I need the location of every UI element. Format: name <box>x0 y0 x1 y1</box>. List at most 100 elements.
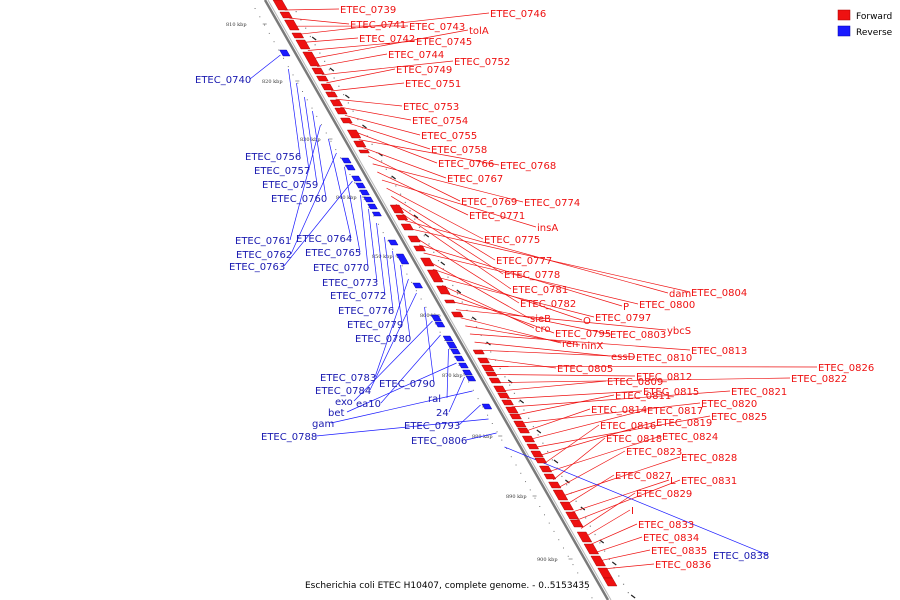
forward-gene-label: ETEC_0805 <box>557 364 613 375</box>
forward-leader-line <box>590 523 638 545</box>
forward-gene-label: ETEC_0741 <box>350 20 406 31</box>
ruler-dot <box>273 41 275 43</box>
reverse-gene-label: exo <box>335 397 353 408</box>
reverse-gene-label: ral <box>428 394 441 405</box>
ruler-dash <box>329 67 335 72</box>
reverse-gene-feature <box>363 196 374 203</box>
ruler-dot <box>433 251 435 253</box>
ruler-dot <box>382 232 384 234</box>
forward-gene-label: ETEC_0795 <box>555 329 611 340</box>
ruler-dot <box>581 580 583 582</box>
forward-gene-feature <box>590 555 606 567</box>
ruler-dot <box>594 533 596 536</box>
forward-gene-label: ETEC_0826 <box>818 363 874 374</box>
ruler-dot <box>434 323 436 325</box>
forward-gene-label: ETEC_0755 <box>421 131 477 142</box>
ruler-dot <box>504 376 506 378</box>
forward-gene-label: ETEC_0812 <box>636 372 692 383</box>
ruler-dot <box>562 547 564 549</box>
ruler-dot <box>561 475 563 477</box>
forward-leader-line <box>553 437 606 481</box>
forward-leader-line <box>312 29 469 59</box>
reverse-gene-feature <box>367 203 378 210</box>
forward-gene-label: ETEC_0823 <box>626 447 682 458</box>
genome-backbone-shadow <box>267 0 612 600</box>
forward-gene-feature <box>488 377 502 384</box>
forward-leader-line <box>571 479 670 513</box>
legend: Forward Reverse <box>837 9 893 38</box>
forward-gene-feature <box>509 413 522 420</box>
ruler-dot <box>566 484 568 486</box>
forward-leader-line <box>400 212 512 290</box>
gene-labels: ETEC_0739 ETEC_0741 ETEC_0743 ETEC_0746 ETEC… <box>195 5 874 571</box>
forward-gene-feature <box>505 406 519 414</box>
ruler-dot <box>603 550 606 552</box>
forward-gene-label: O <box>583 316 591 327</box>
ruler-dot <box>452 284 454 287</box>
ruler-dot <box>306 99 308 101</box>
forward-gene-feature <box>340 117 353 124</box>
scale-tick-label: 830 kbp <box>300 137 321 143</box>
forward-gene-label: ETEC_0751 <box>405 79 461 90</box>
forward-gene-label: ETEC_0749 <box>396 65 452 76</box>
forward-gene-label: L <box>670 476 676 487</box>
reverse-gene-label: ETEC_0761 <box>235 236 291 247</box>
ruler-dot <box>354 182 356 184</box>
reverse-gene-label: ea10 <box>356 399 381 410</box>
forward-gene-feature <box>302 51 321 67</box>
reverse-gene-label: ETEC_0762 <box>236 250 292 261</box>
ruler-dot <box>490 351 492 353</box>
forward-leader-line <box>367 155 461 202</box>
forward-leader-line <box>465 325 581 346</box>
forward-leader-line <box>386 187 484 240</box>
forward-gene-label: ETEC_0835 <box>651 546 707 557</box>
forward-leader-line <box>557 450 626 489</box>
ruler-dot <box>442 268 444 270</box>
reverse-leader-line <box>384 236 394 311</box>
forward-gene-label: ETEC_0814 <box>591 405 647 416</box>
ruler-dot <box>618 575 620 577</box>
reverse-leader-line <box>283 180 353 267</box>
ruler-dash <box>344 94 350 99</box>
ruler-dot <box>414 218 416 220</box>
ruler-dot <box>482 406 484 408</box>
reverse-gene-label: ETEC_0756 <box>245 152 301 163</box>
forward-leader-line <box>566 474 615 505</box>
forward-gene-label: ETEC_0743 <box>409 22 465 33</box>
reverse-leader-line <box>289 124 321 241</box>
ruler-dash <box>471 316 477 321</box>
forward-gene-feature <box>320 83 334 91</box>
forward-gene-feature <box>559 501 574 511</box>
reverse-gene-label: gam <box>312 419 334 430</box>
ruler-dot <box>461 301 463 303</box>
ruler-dot <box>586 589 588 590</box>
ruler-dot <box>363 198 365 200</box>
forward-gene-feature <box>576 531 593 543</box>
ruler-dot <box>463 373 465 375</box>
reverse-gene-label: ETEC_0776 <box>338 306 394 317</box>
forward-leader-line <box>354 131 438 164</box>
forward-gene-feature <box>481 364 495 372</box>
forward-gene-feature <box>316 75 329 82</box>
forward-gene-feature <box>552 489 569 501</box>
reverse-gene-label: ETEC_0779 <box>347 320 403 331</box>
ruler-dot <box>567 555 569 557</box>
forward-gene-feature <box>334 107 348 115</box>
reverse-gene-label: ETEC_0740 <box>195 75 251 86</box>
ruler-dot <box>529 489 531 491</box>
reverse-gene-feature <box>430 314 442 322</box>
legend-swatch-forward <box>837 9 851 21</box>
forward-leader-line <box>599 549 651 562</box>
ruler-dash <box>424 233 430 238</box>
reverse-gene-label: ETEC_0757 <box>254 166 310 177</box>
forward-gene-label: sieB <box>530 314 551 325</box>
ruler-dot <box>622 583 625 585</box>
forward-gene-feature <box>295 39 311 50</box>
forward-gene-label: ren <box>562 339 578 350</box>
ruler-dot <box>501 439 503 441</box>
reverse-gene-feature <box>465 375 477 382</box>
ruler-dot <box>316 115 318 117</box>
ruler-dot <box>377 223 379 225</box>
forward-leader-line <box>543 424 600 464</box>
reverse-leader-line <box>344 166 361 253</box>
